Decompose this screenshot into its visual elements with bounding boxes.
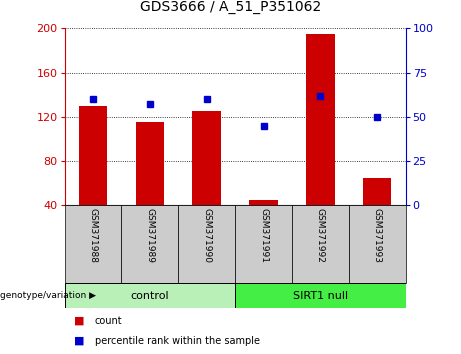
Text: ■: ■: [74, 336, 84, 346]
Bar: [136, 122, 164, 205]
FancyBboxPatch shape: [349, 205, 406, 283]
Bar: [249, 200, 278, 205]
FancyBboxPatch shape: [235, 283, 406, 308]
Bar: [193, 111, 221, 205]
Bar: [79, 106, 107, 205]
FancyBboxPatch shape: [121, 205, 178, 283]
Text: GDS3666 / A_51_P351062: GDS3666 / A_51_P351062: [140, 0, 321, 14]
Text: GSM371988: GSM371988: [89, 208, 97, 263]
Text: GSM371992: GSM371992: [316, 208, 325, 263]
Text: SIRT1 null: SIRT1 null: [293, 291, 348, 301]
Text: GSM371989: GSM371989: [145, 208, 154, 263]
Bar: [306, 34, 335, 205]
FancyBboxPatch shape: [292, 205, 349, 283]
Text: GSM371990: GSM371990: [202, 208, 211, 263]
Bar: [363, 178, 391, 205]
Text: count: count: [95, 316, 122, 326]
Text: ■: ■: [74, 316, 84, 326]
Text: percentile rank within the sample: percentile rank within the sample: [95, 336, 260, 346]
FancyBboxPatch shape: [235, 205, 292, 283]
Text: GSM371993: GSM371993: [373, 208, 382, 263]
FancyBboxPatch shape: [65, 205, 121, 283]
FancyBboxPatch shape: [65, 283, 235, 308]
FancyBboxPatch shape: [178, 205, 235, 283]
Text: genotype/variation ▶: genotype/variation ▶: [0, 291, 96, 300]
Text: GSM371991: GSM371991: [259, 208, 268, 263]
Text: control: control: [130, 291, 169, 301]
